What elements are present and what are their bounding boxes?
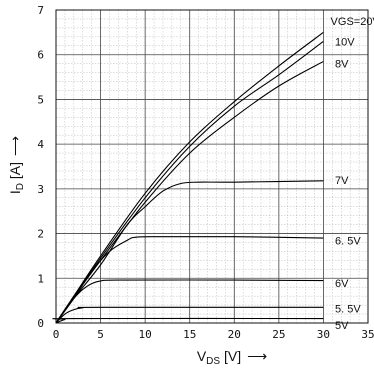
x-tick-label: 5: [97, 328, 104, 341]
x-tick-label: 30: [317, 328, 330, 341]
curve-series: [55, 60, 324, 324]
curve-series: [55, 180, 324, 324]
x-tick-label: 20: [228, 328, 241, 341]
x-tick-label: 15: [183, 328, 196, 341]
curve-labels: VGS=20V 10V 8V 7V 6. 5V 6V 5. 5V 5V: [331, 16, 374, 332]
curve-label: 5V: [335, 320, 349, 332]
curve-series: [55, 306, 324, 324]
x-axis-label: VDS [V] ⟶: [197, 348, 267, 367]
y-tick-label: 2: [37, 228, 44, 241]
curve-label: 8V: [335, 59, 349, 71]
curve-series: [52, 317, 324, 324]
y-tick-label: 4: [37, 138, 44, 151]
y-tick-label: 5: [37, 93, 44, 106]
curve-label: 5. 5V: [335, 304, 361, 316]
curves: [52, 31, 324, 324]
curve-label: 6. 5V: [335, 235, 361, 247]
y-tick-label: 1: [37, 272, 44, 285]
y-tick-label: 3: [37, 183, 44, 196]
y-tick-label: 7: [37, 4, 44, 17]
curve-series: [55, 40, 324, 324]
x-tick-label: 10: [139, 328, 152, 341]
curve-label: 7V: [335, 175, 349, 187]
curve-label: VGS=20V: [331, 16, 374, 28]
y-axis-label: ID [A]⟶: [7, 136, 26, 194]
y-tick-label: 0: [37, 317, 44, 330]
curve-series: [55, 236, 324, 324]
curve-series: [55, 279, 324, 324]
x-tick-label: 0: [53, 328, 60, 341]
plot-frame: [55, 9, 369, 324]
x-tick-label: 25: [272, 328, 285, 341]
y-tick-label: 6: [37, 49, 44, 62]
x-tick-label: 35: [361, 328, 374, 341]
curve-label: 10V: [335, 36, 355, 48]
curve-label: 6V: [335, 278, 349, 290]
tick-labels: 0 5 10 15 20 25 30 35 0 1 2 3 4 5 6 7: [37, 4, 374, 341]
grid: [56, 10, 368, 323]
